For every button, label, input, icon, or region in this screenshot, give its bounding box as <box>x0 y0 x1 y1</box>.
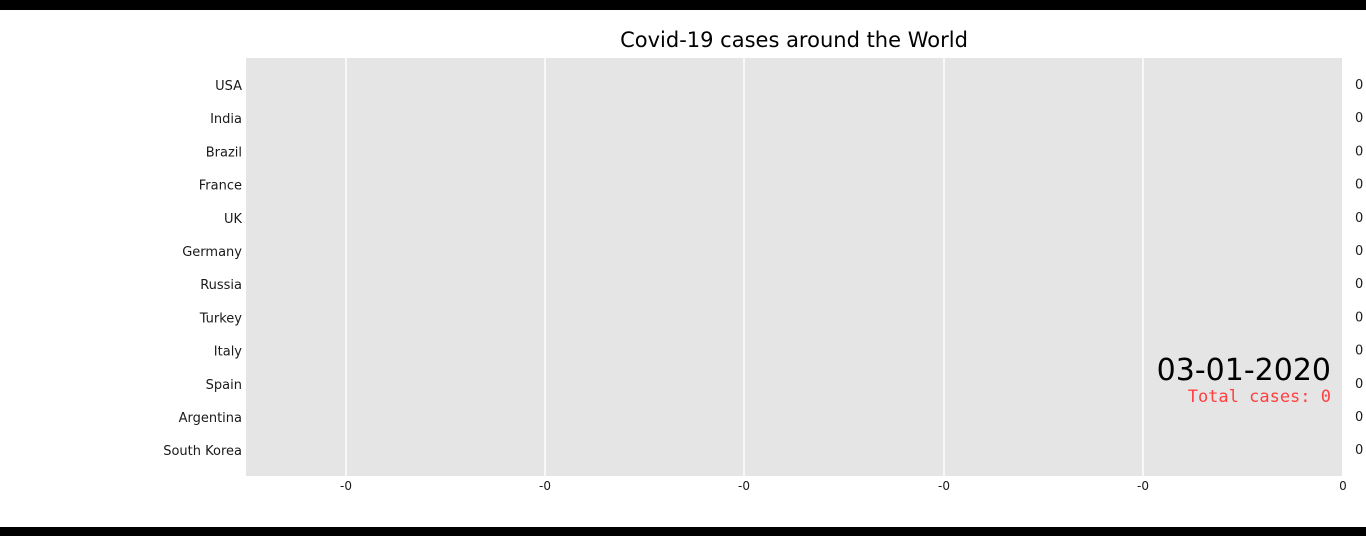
category-label: Turkey <box>199 311 243 326</box>
x-tick-label: -0 <box>340 479 352 493</box>
category-label: Argentina <box>179 411 242 426</box>
category-label: USA <box>215 79 242 94</box>
category-label: South Korea <box>163 444 242 459</box>
x-tick-labels: -0 -0 -0 -0 -0 0 <box>340 479 1347 493</box>
x-tick-label: -0 <box>539 479 551 493</box>
value-label: 0 <box>1355 144 1363 159</box>
x-tick-label: -0 <box>938 479 950 493</box>
chart-title: Covid-19 cases around the World <box>620 28 968 52</box>
date-label: 03-01-2020 <box>1157 353 1331 388</box>
value-label: 0 <box>1355 211 1363 226</box>
value-label: 0 <box>1355 377 1363 392</box>
category-label: Brazil <box>206 145 242 160</box>
value-label: 0 <box>1355 310 1363 325</box>
value-label: 0 <box>1355 443 1363 458</box>
value-label: 0 <box>1355 410 1363 425</box>
x-tick-label: 0 <box>1339 479 1347 493</box>
value-label: 0 <box>1355 78 1363 93</box>
value-label: 0 <box>1355 277 1363 292</box>
value-label: 0 <box>1355 111 1363 126</box>
value-label: 0 <box>1355 344 1363 359</box>
bar-chart: USA India Brazil France UK Germany Russia Turke… <box>0 10 1366 527</box>
value-labels: 0 0 0 0 0 0 0 0 0 0 0 0 <box>1355 78 1363 458</box>
value-label: 0 <box>1355 178 1363 193</box>
x-tick-label: -0 <box>738 479 750 493</box>
category-label: Spain <box>206 378 242 393</box>
category-label: France <box>199 179 242 194</box>
category-labels: USA India Brazil France UK Germany Russia Turke… <box>163 79 242 459</box>
category-label: Germany <box>182 245 242 260</box>
chart-area: USA India Brazil France UK Germany Russia Turke… <box>0 10 1366 527</box>
x-tick-label: -0 <box>1137 479 1149 493</box>
category-label: UK <box>224 212 243 227</box>
category-label: Russia <box>200 278 242 293</box>
total-cases-label: Total cases: 0 <box>1188 387 1331 407</box>
category-label: Italy <box>214 345 243 360</box>
value-label: 0 <box>1355 244 1363 259</box>
category-label: India <box>210 112 242 127</box>
plot-background <box>246 58 1342 476</box>
